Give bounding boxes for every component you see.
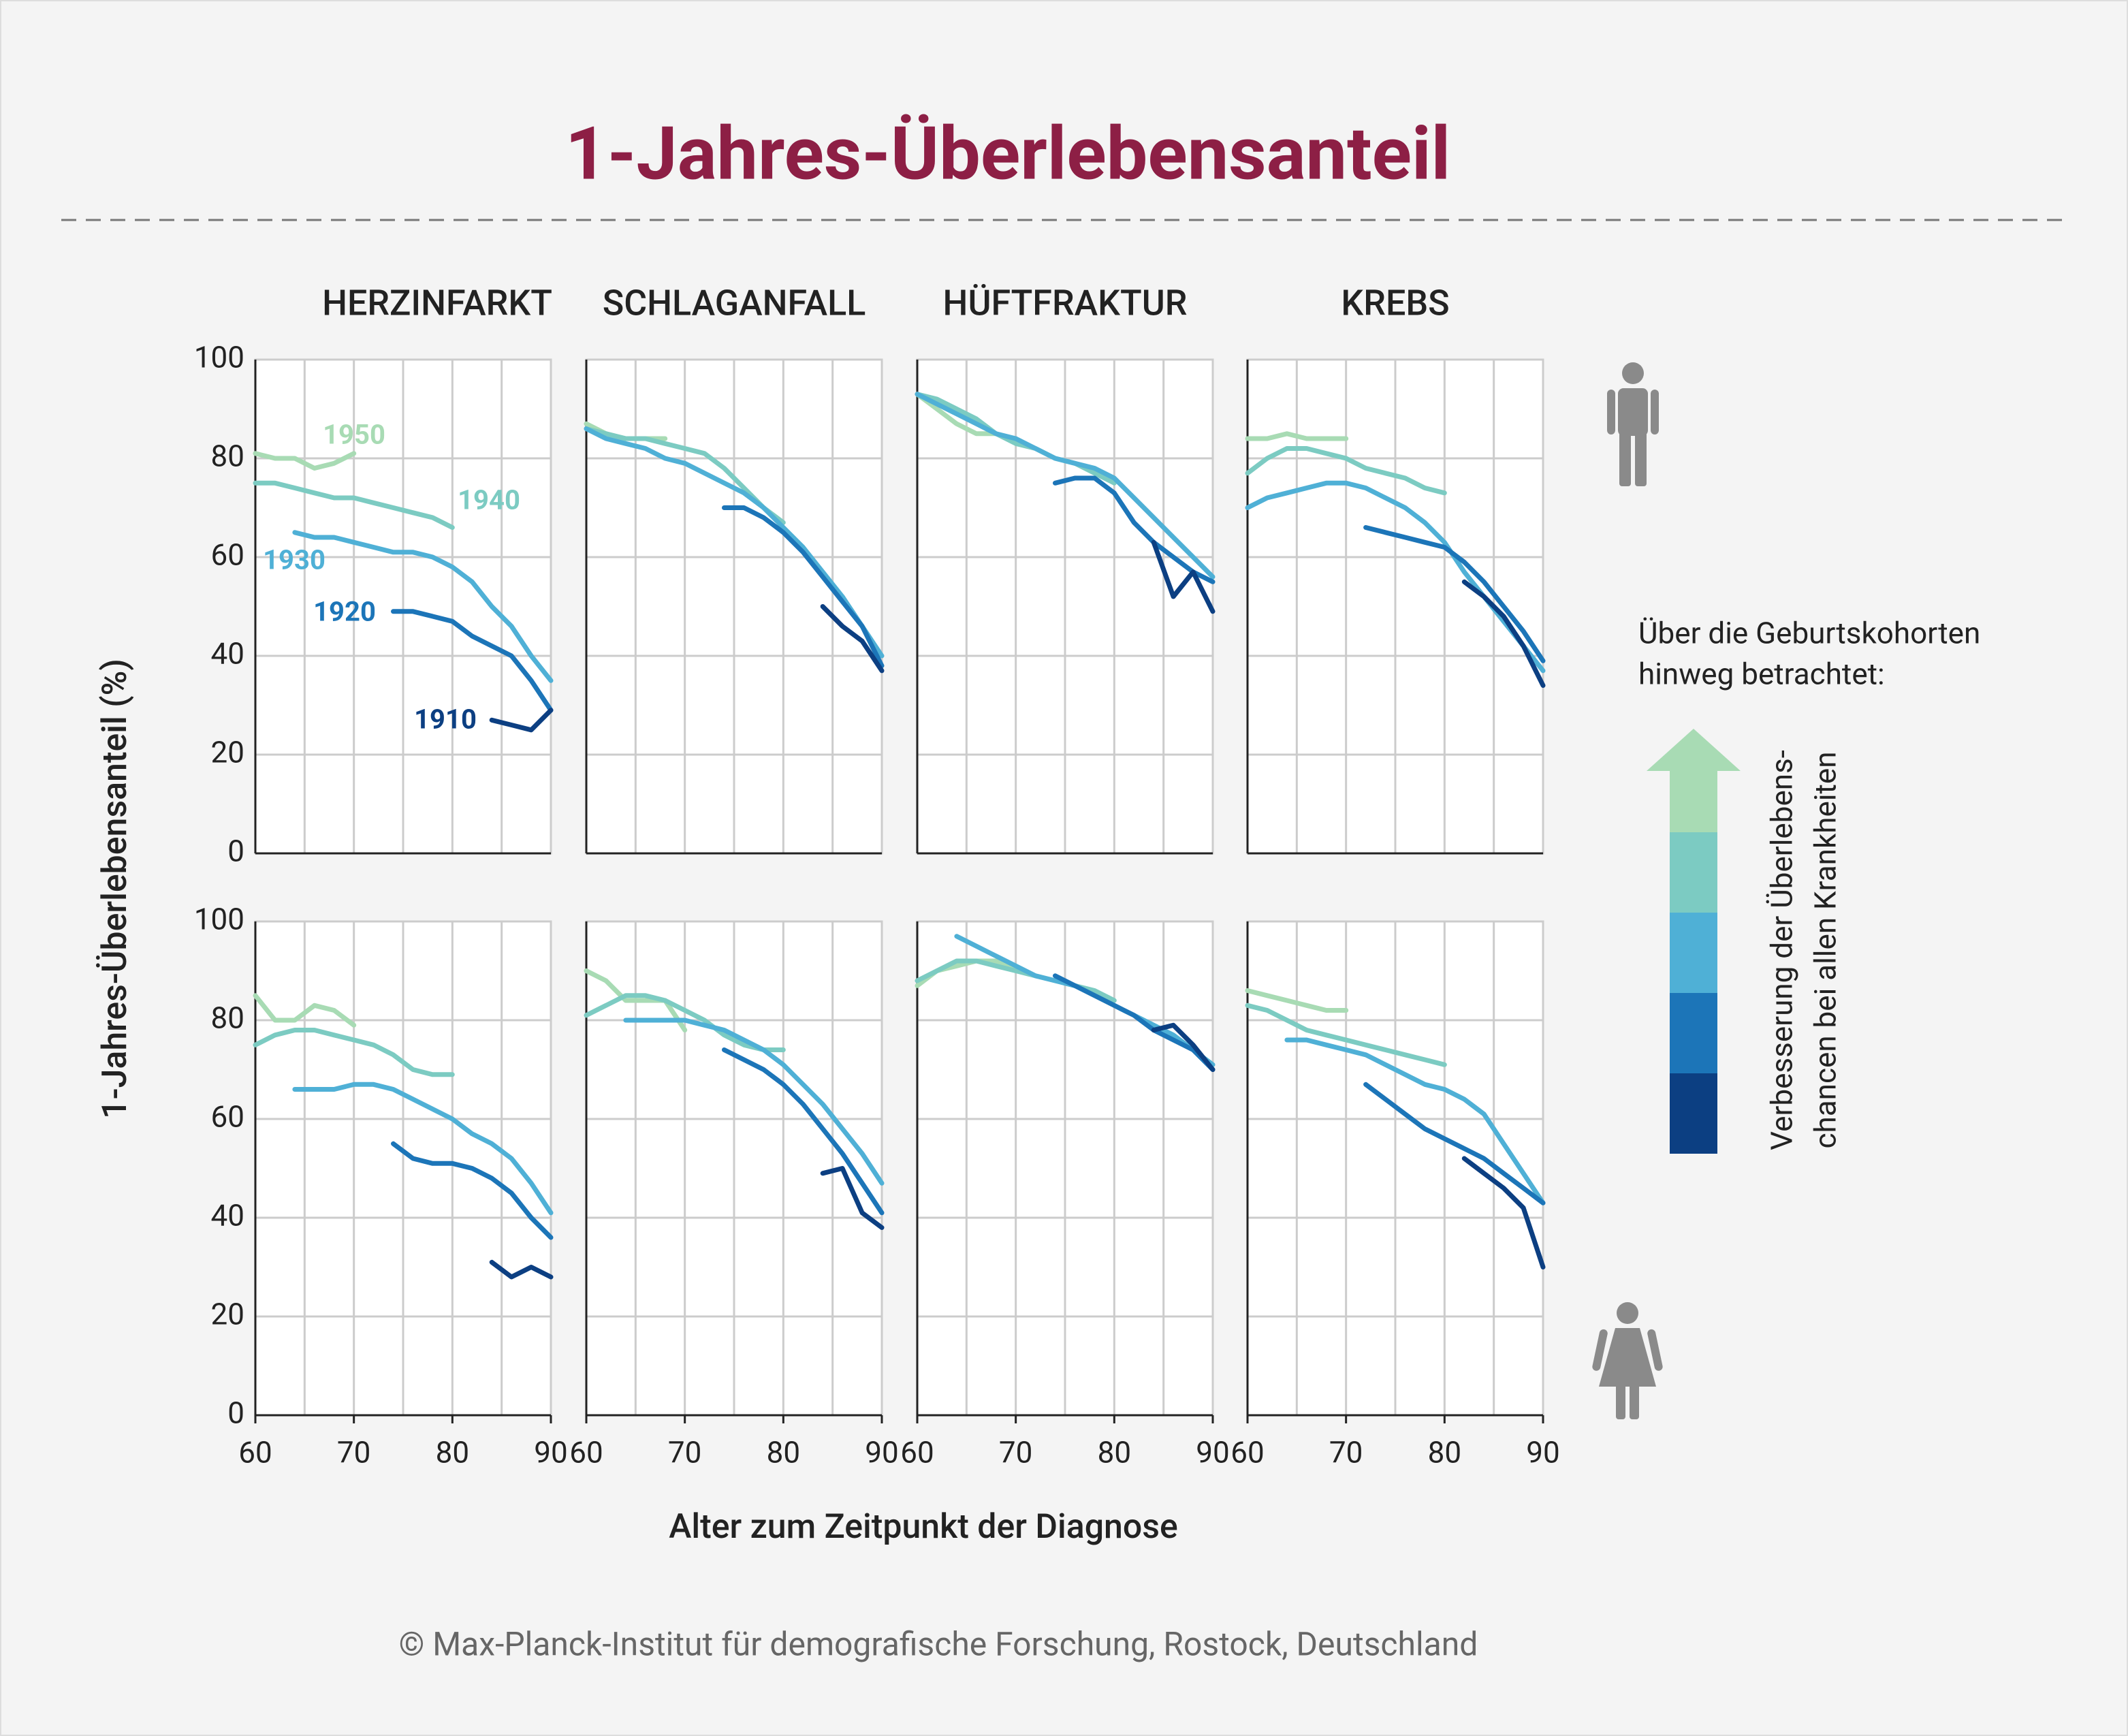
y-tick-label: 0	[227, 1395, 244, 1431]
x-tick-label: 70	[1329, 1435, 1363, 1470]
cohort-line	[1245, 446, 1447, 496]
cohort-line	[1151, 1022, 1216, 1072]
cohort-line	[584, 426, 786, 525]
panel	[1245, 358, 1546, 855]
cohort-line	[1245, 988, 1349, 1013]
legend-heading: hinweg betrachtet:	[1638, 657, 1885, 692]
y-tick-label: 100	[194, 340, 244, 375]
page-title: 1-Jahres-Überlebensanteil	[565, 112, 1450, 198]
x-tick-label: 60	[1230, 1435, 1264, 1470]
cohort-label: 1950	[323, 419, 385, 451]
y-tick-label: 40	[211, 1198, 244, 1233]
cohort-line	[489, 1259, 554, 1280]
male-icon	[1607, 362, 1659, 486]
x-tick-label: 90	[1526, 1435, 1559, 1470]
y-tick-label: 80	[211, 439, 244, 474]
panel	[584, 358, 885, 855]
legend-color-block	[1670, 770, 1717, 832]
y-tick-label: 100	[194, 902, 244, 937]
panel	[584, 920, 885, 1423]
panel	[915, 358, 1216, 855]
y-tick-label: 60	[211, 1099, 244, 1135]
cohort-label: 1920	[313, 596, 376, 628]
cohort-line	[292, 1082, 554, 1216]
y-tick-label: 60	[211, 537, 244, 573]
x-tick-label: 80	[1428, 1435, 1461, 1470]
cohort-line	[820, 1166, 885, 1230]
panel	[915, 920, 1216, 1423]
x-tick-label: 80	[1098, 1435, 1131, 1470]
cohort-line	[253, 451, 357, 471]
cohort-line	[722, 1047, 885, 1216]
panel-title: HERZINFARKT	[322, 283, 552, 324]
x-tick-label: 60	[569, 1435, 603, 1470]
legend-color-block	[1670, 913, 1717, 993]
panel	[253, 920, 554, 1423]
panel	[253, 358, 554, 855]
x-axis-label: Alter zum Zeitpunkt der Diagnose	[669, 1507, 1178, 1547]
cohort-line	[584, 968, 688, 1032]
y-tick-label: 40	[211, 636, 244, 672]
legend-color-block	[1670, 993, 1717, 1073]
source-note: © Max-Planck-Institut für demografische …	[399, 1625, 1478, 1664]
x-tick-label: 70	[999, 1435, 1032, 1470]
cohort-line	[1053, 973, 1216, 1072]
legend-arrow-text: Verbesserung der Überlebens-	[1764, 750, 1800, 1150]
y-tick-label: 20	[211, 735, 244, 770]
panel	[1245, 920, 1546, 1423]
legend-arrow	[1647, 729, 1741, 1154]
cohort-line	[722, 505, 885, 668]
x-tick-label: 60	[900, 1435, 934, 1470]
x-tick-label: 90	[865, 1435, 898, 1470]
y-tick-label: 80	[211, 1000, 244, 1036]
cohort-line	[489, 708, 554, 733]
x-tick-label: 90	[1196, 1435, 1229, 1470]
cohort-label: 1940	[458, 484, 520, 516]
y-tick-label: 20	[211, 1297, 244, 1332]
cohort-line	[253, 993, 357, 1028]
cohort-line	[1284, 1037, 1546, 1205]
cohort-line	[253, 1028, 455, 1077]
cohort-line	[1245, 431, 1349, 441]
x-tick-label: 90	[534, 1435, 567, 1470]
y-tick-label: 0	[227, 834, 244, 869]
cohort-line	[1461, 1156, 1546, 1269]
panel-title: SCHLAGANFALL	[603, 283, 866, 324]
cohort-line	[623, 1017, 885, 1186]
panel-title: HÜFTFRAKTUR	[943, 283, 1188, 324]
legend-arrow-text: chancen bei allen Krankheiten	[1808, 751, 1843, 1148]
cohort-line	[1053, 475, 1216, 584]
cohort-line	[1151, 539, 1216, 614]
legend-heading: Über die Geburtskohorten	[1638, 616, 1980, 651]
x-tick-label: 60	[238, 1435, 272, 1470]
cohort-line	[1363, 525, 1546, 663]
y-axis-label: 1-Jahres-Überlebensanteil (%)	[95, 659, 135, 1119]
cohort-line	[915, 392, 1216, 580]
legend-arrow-head	[1647, 729, 1741, 771]
x-tick-label: 80	[767, 1435, 800, 1470]
cohort-line	[391, 609, 554, 713]
cohort-line	[820, 604, 885, 674]
cohort-line	[1363, 1082, 1546, 1205]
panel-title: KREBS	[1341, 283, 1449, 324]
cohort-line	[1245, 1003, 1447, 1067]
x-tick-label: 70	[668, 1435, 701, 1470]
x-tick-label: 80	[436, 1435, 469, 1470]
cohort-line	[915, 392, 999, 437]
cohort-label: 1930	[263, 544, 325, 576]
cohort-line	[292, 530, 554, 683]
cohort-line	[253, 480, 455, 530]
cohort-line	[584, 426, 885, 659]
cohort-line	[1461, 579, 1546, 688]
cohort-line	[391, 1141, 554, 1240]
legend-color-block	[1670, 832, 1717, 913]
female-icon	[1592, 1302, 1663, 1419]
cohort-line	[584, 993, 786, 1052]
cohort-label: 1910	[414, 704, 477, 736]
x-tick-label: 70	[337, 1435, 370, 1470]
legend-color-block	[1670, 1073, 1717, 1154]
